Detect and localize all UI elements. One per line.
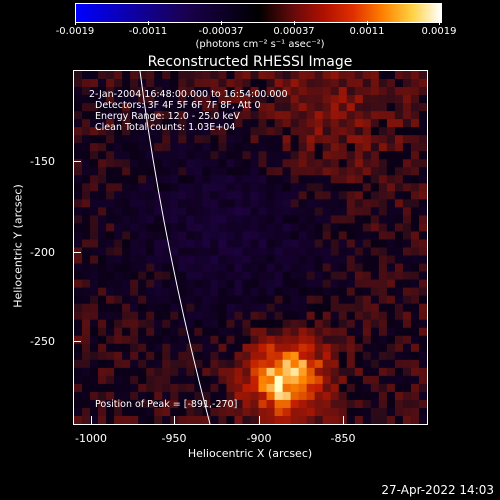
- limb-overlay: [139, 71, 211, 424]
- x-tick: [174, 416, 175, 424]
- colorbar-tick: [439, 21, 440, 25]
- heatmap-image: [74, 71, 427, 424]
- y-tick-label: -200: [30, 246, 55, 259]
- x-tick-label: -1000: [75, 432, 107, 445]
- solar-limb-line: [139, 71, 211, 424]
- x-tick-label: -850: [330, 432, 356, 445]
- y-tick: [73, 161, 81, 162]
- info-time: 2-Jan-2004 16:48:00.000 to 16:54:00.000: [89, 89, 288, 100]
- x-axis-label: Heliocentric X (arcsec): [187, 447, 313, 460]
- colorbar-label-1: -0.0011: [128, 26, 168, 37]
- image-title: Reconstructed RHESSI Image: [147, 54, 353, 70]
- timestamp: 27-Apr-2022 14:03: [381, 483, 494, 497]
- x-tick: [91, 416, 92, 424]
- colorbar-tick: [294, 21, 295, 25]
- x-tick-label: -950: [161, 432, 187, 445]
- info-detectors: Detectors: 3F 4F 5F 6F 7F 8F, Att 0: [95, 100, 261, 111]
- x-tick: [343, 416, 344, 424]
- colorbar: [75, 3, 442, 23]
- colorbar-label-5: 0.0019: [421, 26, 457, 37]
- colorbar-label-2: -0.00037: [198, 26, 244, 37]
- colorbar-label-4: 0.0011: [349, 26, 385, 37]
- colorbar-label-3: 0.00037: [273, 26, 315, 37]
- colorbar-units: (photons cm⁻² s⁻¹ asec⁻²): [195, 39, 325, 50]
- y-tick-label: -150: [30, 155, 55, 168]
- colorbar-tick: [75, 21, 76, 25]
- colorbar-tick: [221, 21, 222, 25]
- y-tick: [73, 252, 81, 253]
- y-tick-label: -250: [30, 335, 55, 348]
- x-tick: [259, 416, 260, 424]
- info-peak: Position of Peak = [-891,-270]: [95, 399, 238, 410]
- image-plot: 2-Jan-2004 16:48:00.000 to 16:54:00.000 …: [73, 70, 428, 425]
- info-energy: Energy Range: 12.0 - 25.0 keV: [95, 111, 240, 122]
- colorbar-tick: [148, 21, 149, 25]
- info-method: Clean Total counts: 1.03E+04: [95, 122, 236, 133]
- y-tick: [73, 341, 81, 342]
- colorbar-tick: [367, 21, 368, 25]
- y-axis-label: Heliocentric Y (arcsec): [11, 184, 25, 308]
- x-tick-label: -900: [246, 432, 272, 445]
- colorbar-label-0: -0.0019: [55, 26, 95, 37]
